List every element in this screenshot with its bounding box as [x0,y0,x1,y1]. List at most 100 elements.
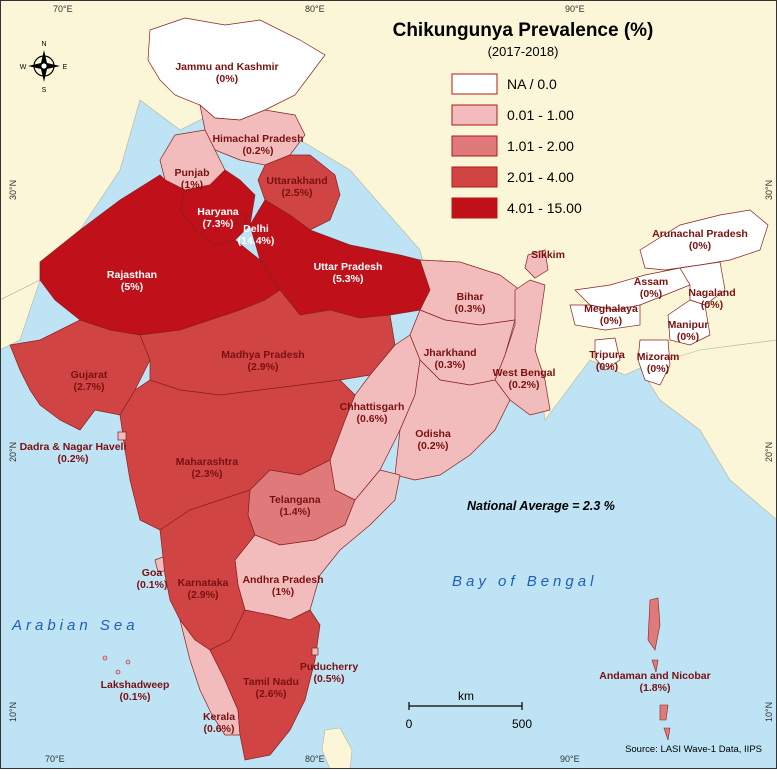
region-uttarakhand [257,154,341,231]
region-label-2: Punjab (1%) [174,167,209,191]
region-name-13: Meghalaya [584,303,638,315]
region-name-26: Goa [142,567,163,579]
region-delhi [235,214,247,225]
legend-swatch-3 [451,166,498,188]
region-mizoram [637,339,671,386]
region-manipur [667,299,711,346]
graticule-bottom: 70°E 80°E 90°E [45,754,580,764]
tick-top-80: 80°E [305,4,325,14]
legend-swatch-0 [451,73,498,95]
region-labels: Jammu and Kashmir (0%)Himachal Pradesh (0.… [20,61,748,735]
region-puducherry [311,647,319,656]
region-name-1: Himachal Pradesh [212,133,303,145]
region-value-23: (0.2%) [58,453,89,465]
region-value-15: (0%) [596,361,618,373]
region-value-11: (0%) [640,288,662,300]
region-label-13: Meghalaya (0%) [584,303,638,327]
region-value-30: (0.5%) [314,673,345,685]
region-value-18: (2.9%) [248,361,279,373]
region-name-17: Gujarat [71,369,108,381]
region-lakshadweep [102,655,131,675]
region-tripura [594,337,621,371]
region-name-29: Lakshadweep [101,679,170,691]
region-value-7: (5.3%) [333,273,364,285]
tick-right-10: 10°N [764,702,774,722]
region-label-7: Uttar Pradesh (5.3%) [314,261,383,285]
scale-start: 0 [406,717,413,731]
region-value-17: (2.7%) [74,381,105,393]
region-label-5: Delhi (14.4%) [238,223,275,247]
region-label-16: Mizoram (0%) [637,351,680,375]
region-label-10: Arunachal Pradesh (0%) [652,228,748,252]
region-meghalaya [569,304,641,331]
region-andaman-nicobar [647,597,671,741]
region-label-17: Gujarat (2.7%) [71,369,108,393]
legend-swatch-4 [451,197,498,219]
tick-left-30: 30°N [8,180,18,200]
region-arunachal [639,209,769,271]
legend: NA / 0.0 0.01 - 1.00 1.01 - 2.00 2.01 - 4.0… [451,73,582,219]
region-label-8: Bihar (0.3%) [455,291,486,315]
legend-swatch-1 [451,104,498,126]
legend-swatch-2 [451,135,498,157]
region-name-28: Andhra Pradesh [242,574,323,586]
compass-w: W [20,64,27,71]
region-label-12: Nagaland (0%) [688,287,735,311]
region-label-1: Himachal Pradesh (0.2%) [212,133,303,157]
region-label-3: Uttarakhand (2.5%) [266,175,327,199]
region-name-31: Tamil Nadu [243,676,299,688]
source-note: Source: LASI Wave-1 Data, IIPS [625,744,762,755]
region-value-5: (14.4%) [238,235,275,247]
graticule-top: 70°E 80°E 90°E [53,4,585,14]
region-name-14: Manipur [668,319,709,331]
tick-bottom-90: 90°E [560,754,580,764]
map-title: Chikungunya Prevalence (%) [393,20,654,41]
region-label-20: West Bengal (0.2%) [493,367,556,391]
region-name-10: Arunachal Pradesh [652,228,748,240]
region-name-15: Tripura [589,349,625,361]
neighbor-land-east [639,339,777,521]
region-name-3: Uttarakhand [266,175,327,187]
region-label-15: Tripura (0%) [589,349,625,373]
tick-left-10: 10°N [8,702,18,722]
region-label-0: Jammu and Kashmir (0%) [175,61,278,85]
region-label-26: Goa (0.1%) [137,567,168,591]
tick-right-30: 30°N [764,180,774,200]
region-value-22: (0.2%) [418,440,449,452]
scale-end: 500 [512,717,532,731]
region-label-18: Madhya Pradesh (2.9%) [221,349,304,373]
region-value-20: (0.2%) [509,379,540,391]
region-name-12: Nagaland [688,287,735,299]
region-value-33: (1.8%) [640,682,671,694]
region-name-30: Puducherry [300,661,359,673]
region-value-31: (2.6%) [256,688,287,700]
region-label-33: Andaman and Nicobar (1.8%) [599,670,710,694]
region-value-4: (7.3%) [203,218,234,230]
region-value-27: (2.9%) [188,589,219,601]
region-value-8: (0.3%) [455,303,486,315]
tick-bottom-70: 70°E [45,754,65,764]
compass-n: N [41,41,46,48]
region-name-24: Maharashtra [176,456,239,468]
region-jammu-kashmir [147,17,326,121]
neighbor-land-west [0,279,41,351]
region-name-22: Odisha [415,428,451,440]
region-label-31: Tamil Nadu (2.6%) [243,676,299,700]
region-karnataka [159,489,256,651]
compass-icon: N S E W [20,41,68,94]
compass-s: S [42,87,47,94]
region-label-19: Jharkhand (0.3%) [423,347,476,371]
region-label-30: Puducherry (0.5%) [300,661,359,685]
region-label-4: Haryana (7.3%) [197,206,239,230]
region-value-29: (0.1%) [120,691,151,703]
region-value-16: (0%) [647,363,669,375]
region-label-22: Odisha (0.2%) [415,428,451,452]
region-value-28: (1%) [272,586,294,598]
region-name-5: Delhi [243,223,269,235]
region-name-4: Haryana [197,206,239,218]
legend-label-0: NA / 0.0 [507,76,557,92]
national-average: National Average = 2.3 % [467,499,615,513]
region-label-27: Karnataka (2.9%) [178,577,229,601]
scale-unit: km [458,689,474,703]
